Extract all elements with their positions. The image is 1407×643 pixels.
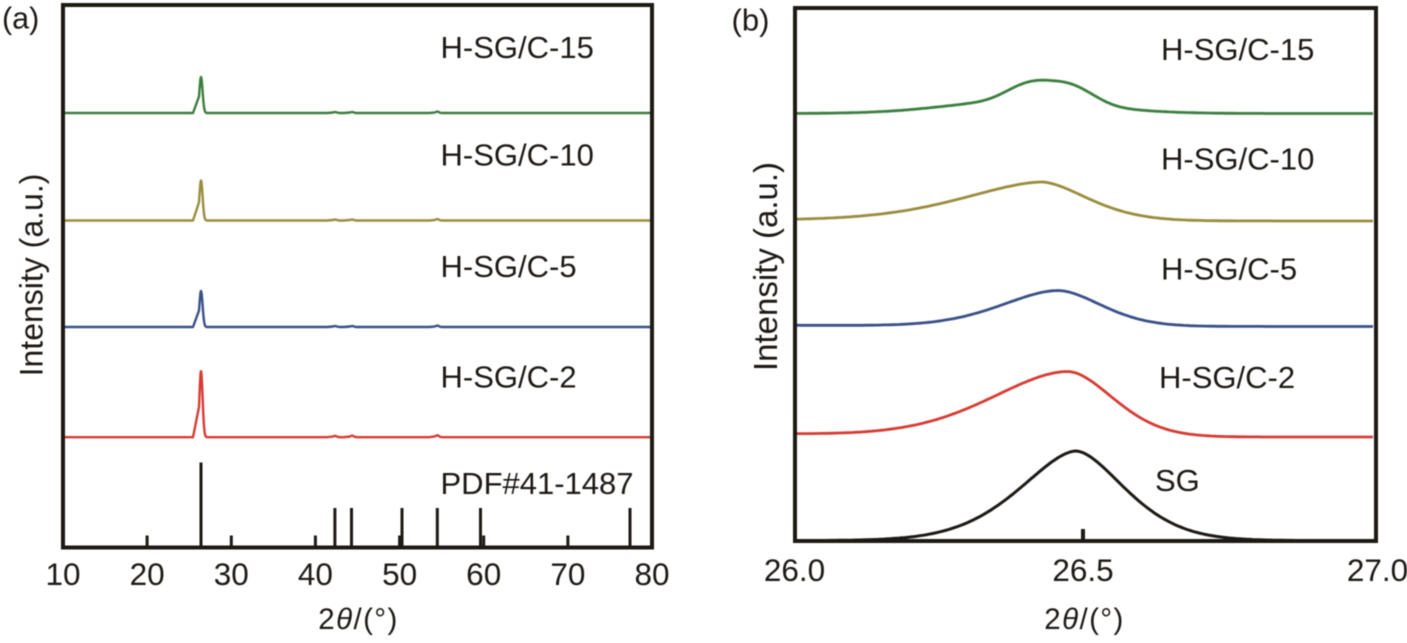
svg-text:SG: SG <box>1155 463 1200 498</box>
svg-text:PDF#41-1487: PDF#41-1487 <box>441 466 634 501</box>
svg-text:10: 10 <box>45 556 80 592</box>
svg-text:H-SG/C-2: H-SG/C-2 <box>1159 360 1295 395</box>
svg-text:Intensity (a.u.): Intensity (a.u.) <box>14 174 50 377</box>
svg-text:H-SG/C-15: H-SG/C-15 <box>441 30 594 65</box>
svg-text:(a): (a) <box>2 2 39 36</box>
svg-text:50: 50 <box>382 556 417 592</box>
svg-text:2θ/(°): 2θ/(°) <box>1044 603 1124 636</box>
svg-text:H-SG/C-2: H-SG/C-2 <box>441 360 577 395</box>
svg-text:H-SG/C-5: H-SG/C-5 <box>1161 252 1297 287</box>
svg-text:(b): (b) <box>732 3 770 38</box>
svg-text:27.0: 27.0 <box>1347 552 1407 588</box>
svg-text:2θ/(°): 2θ/(°) <box>318 603 398 636</box>
svg-text:80: 80 <box>634 556 669 592</box>
svg-text:70: 70 <box>550 556 585 592</box>
svg-text:26.0: 26.0 <box>764 552 825 588</box>
svg-text:H-SG/C-15: H-SG/C-15 <box>1161 32 1314 67</box>
svg-text:60: 60 <box>466 556 501 592</box>
svg-text:H-SG/C-5: H-SG/C-5 <box>441 249 577 284</box>
svg-text:40: 40 <box>298 556 333 592</box>
svg-text:26.5: 26.5 <box>1052 552 1113 588</box>
svg-text:H-SG/C-10: H-SG/C-10 <box>1161 142 1314 177</box>
svg-text:20: 20 <box>130 556 165 592</box>
svg-text:30: 30 <box>214 556 249 592</box>
svg-text:H-SG/C-10: H-SG/C-10 <box>441 138 594 173</box>
svg-text:Intensity (a.u.): Intensity (a.u.) <box>747 162 784 371</box>
